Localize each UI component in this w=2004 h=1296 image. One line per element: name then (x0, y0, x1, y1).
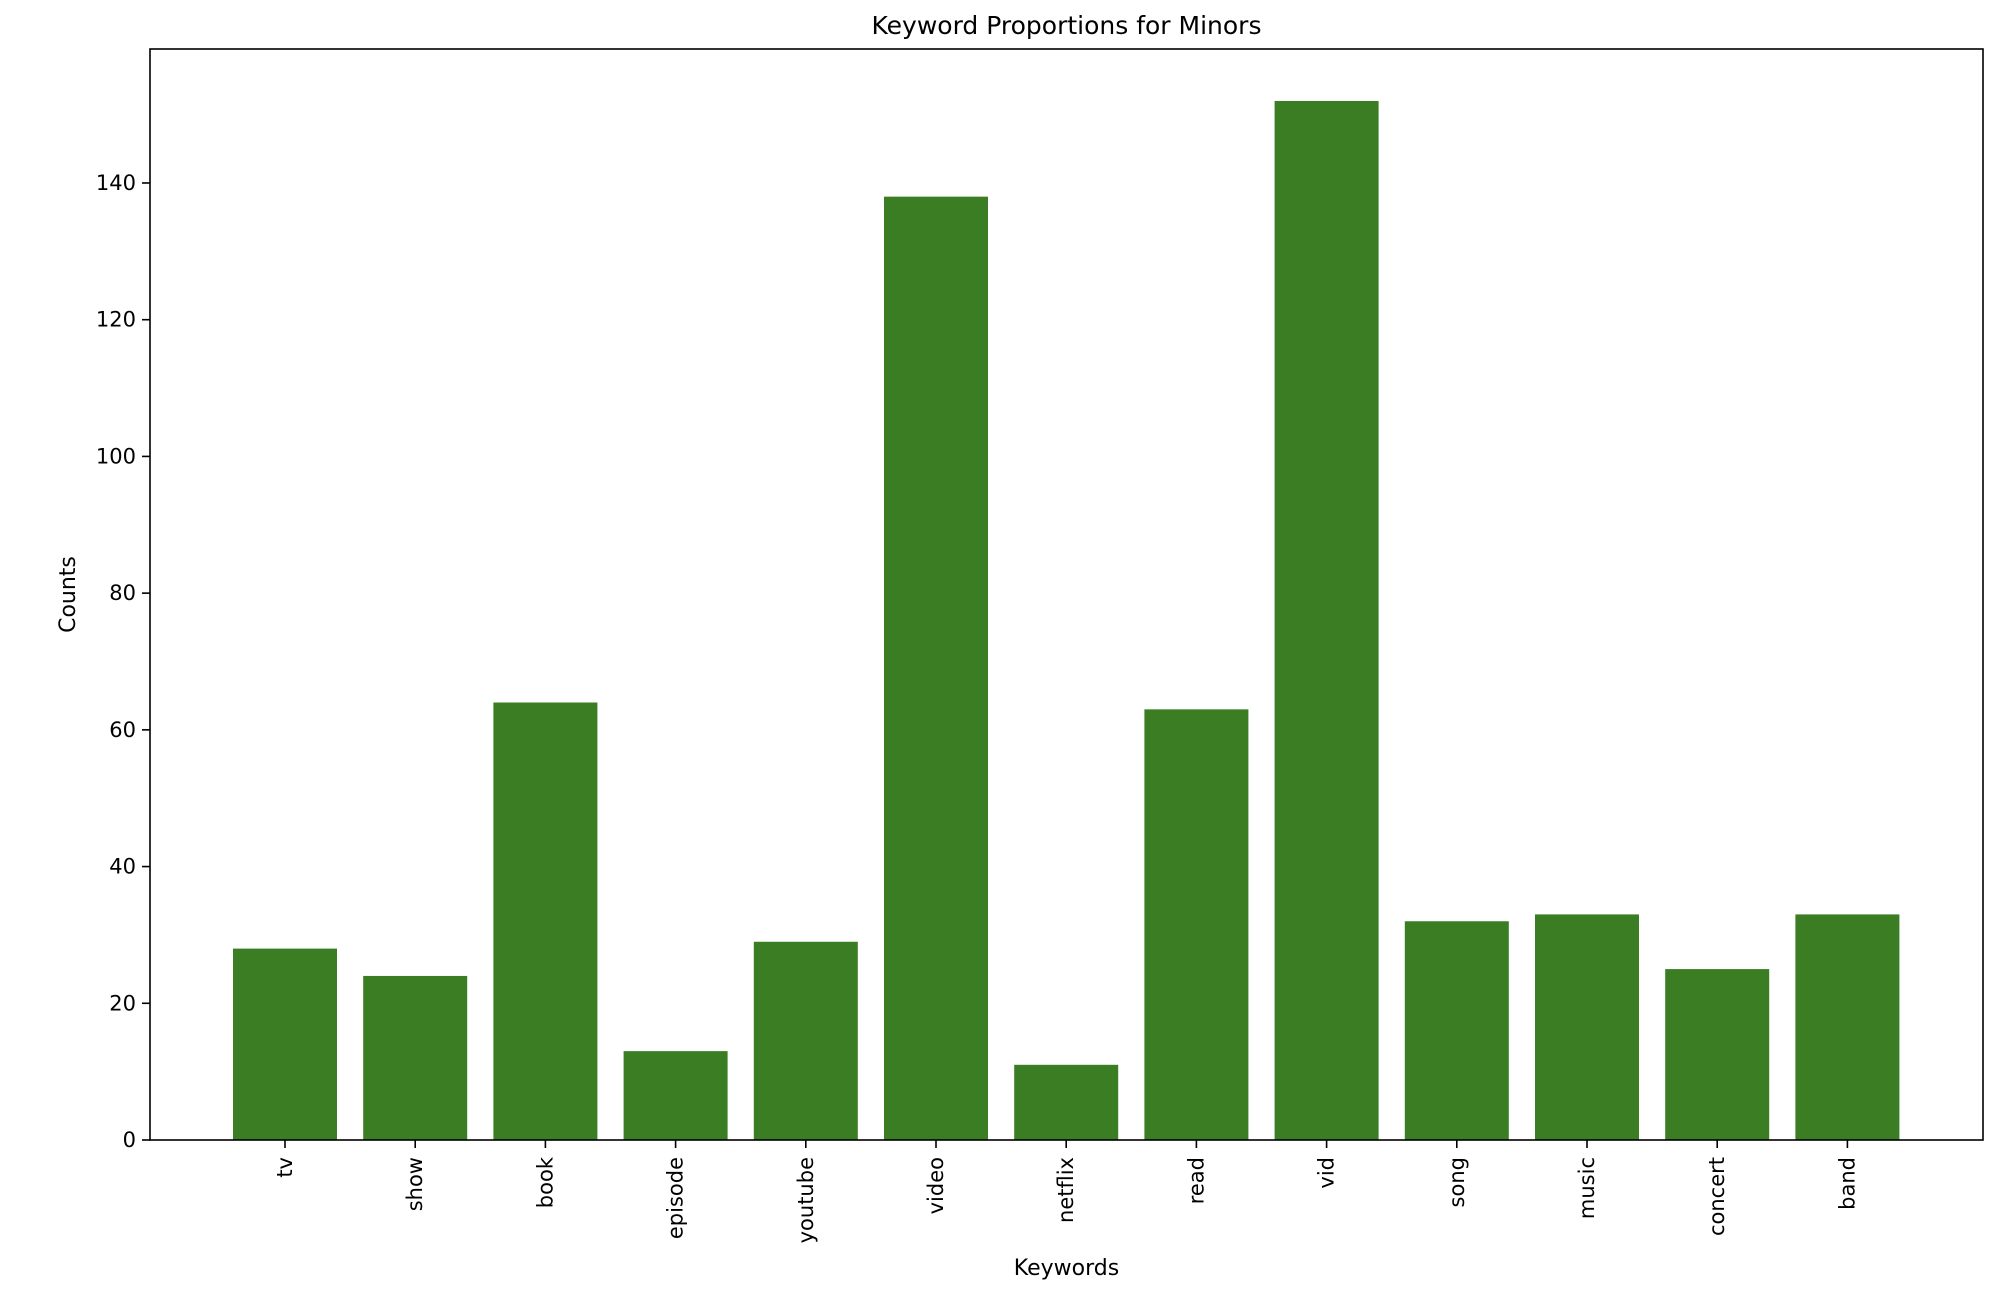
bar-tv (233, 948, 337, 1140)
x-tick-label-tv: tv (273, 1157, 297, 1178)
x-tick-label-youtube: youtube (794, 1157, 818, 1243)
bar-read (1144, 709, 1249, 1140)
x-tick-label-episode: episode (664, 1157, 688, 1239)
y-tick-label: 120 (96, 308, 136, 332)
y-tick-label: 60 (109, 718, 136, 742)
y-axis-title: Counts (56, 556, 81, 633)
y-tick-label: 0 (123, 1128, 136, 1152)
bar-youtube (753, 941, 858, 1140)
bar-band (1795, 914, 1900, 1140)
bars-layer (233, 100, 1900, 1141)
x-tick-label-concert: concert (1705, 1157, 1729, 1236)
y-tick-label: 140 (96, 171, 136, 195)
x-tick-label-music: music (1575, 1157, 1599, 1219)
bar-netflix (1014, 1064, 1119, 1140)
x-axis: tv show book episode youtube video netflix read… (273, 1140, 1859, 1243)
y-tick-label: 40 (109, 855, 136, 879)
bar-book (493, 702, 598, 1140)
bar-music (1535, 914, 1639, 1140)
x-tick-label-vid: vid (1315, 1157, 1339, 1189)
chart-title: Keyword Proportions for Minors (872, 11, 1262, 40)
x-tick-label-netflix: netflix (1054, 1157, 1078, 1223)
bar-episode (623, 1051, 728, 1140)
y-tick-label: 100 (96, 444, 136, 468)
bar-concert (1665, 969, 1770, 1140)
bar-video (884, 196, 988, 1141)
x-axis-title: Keywords (1014, 1256, 1119, 1281)
x-tick-label-video: video (924, 1157, 948, 1214)
y-tick-label: 20 (109, 991, 136, 1015)
bar-show (363, 975, 468, 1140)
x-tick-label-show: show (403, 1157, 427, 1211)
x-tick-label-song: song (1445, 1157, 1469, 1207)
bar-song (1404, 921, 1509, 1140)
bar-vid (1274, 100, 1379, 1140)
x-tick-label-read: read (1184, 1157, 1208, 1204)
y-tick-label: 80 (109, 581, 136, 605)
x-tick-label-band: band (1835, 1157, 1859, 1210)
y-axis: 0 20 40 60 80 100 120 140 (96, 171, 150, 1152)
x-tick-label-book: book (533, 1156, 557, 1208)
